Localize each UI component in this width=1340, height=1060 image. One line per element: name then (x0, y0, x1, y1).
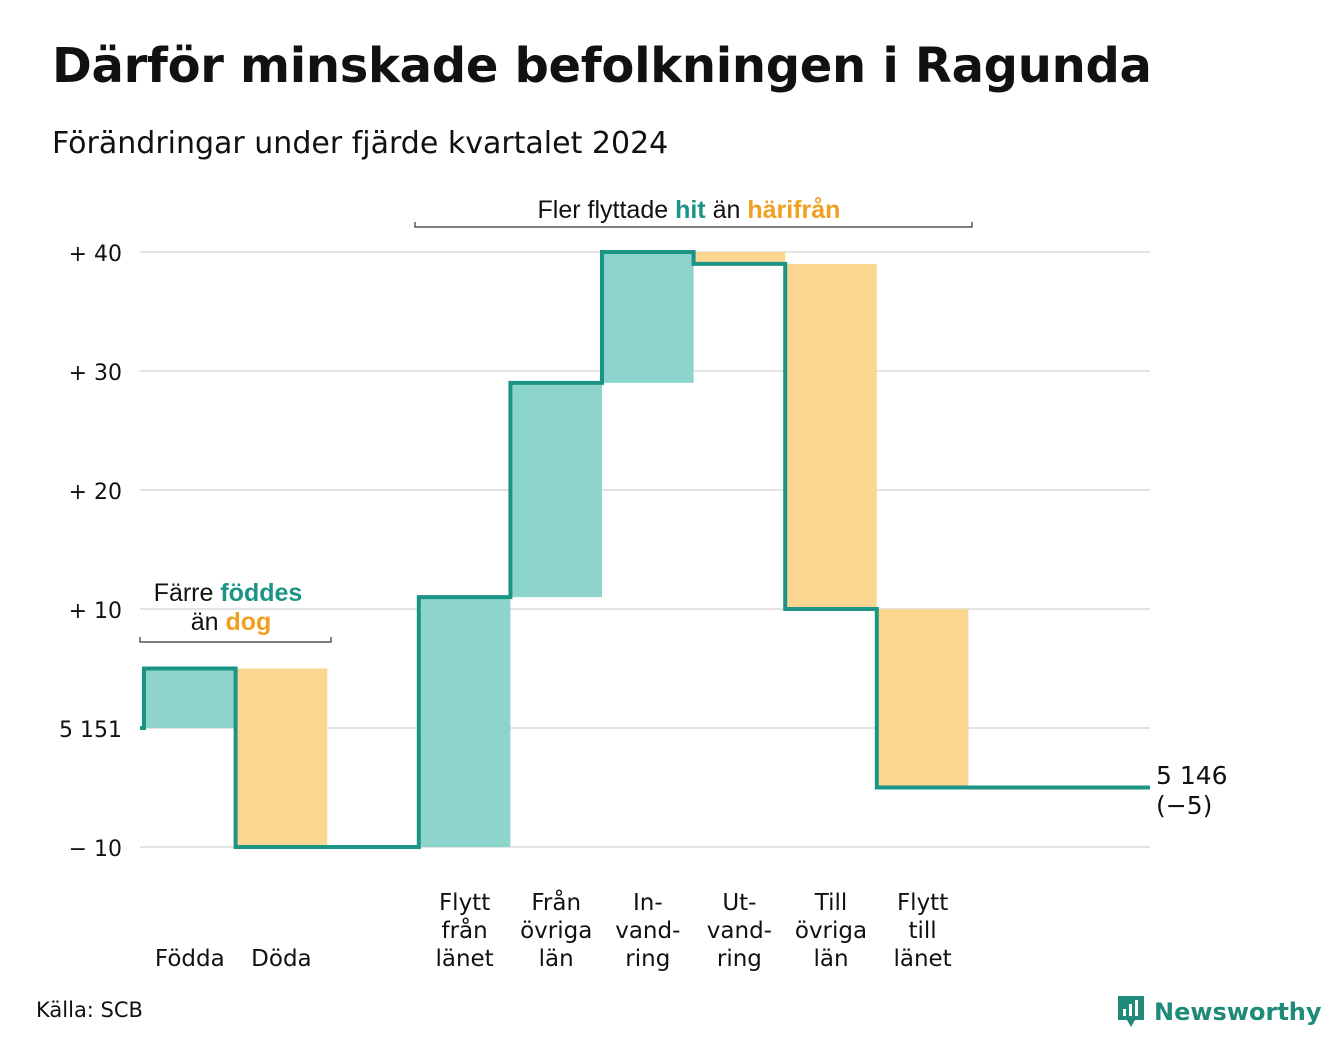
y-tick-label: + 30 (69, 361, 122, 386)
x-category-label: Döda (251, 946, 311, 972)
migration-annotation-bracket (414, 222, 973, 228)
brand-name: Newsworthy (1154, 998, 1322, 1026)
migration-annotation-prefix: Fler flyttade (538, 196, 669, 224)
births-annotation: Färre föddes än dog (139, 579, 332, 643)
decrease-bar (693, 252, 786, 264)
births-annotation-highlight: föddes (220, 579, 302, 607)
increase-bar (602, 252, 694, 383)
migration-annotation-highlight-harifran: härifrån (747, 196, 840, 224)
end-change-label: (−5) (1156, 791, 1212, 820)
x-category-label: Från (531, 888, 581, 916)
x-category-label: från (441, 916, 487, 944)
x-category-label: län (813, 946, 848, 972)
x-category-label: In- (633, 890, 663, 916)
svg-text:Färre föddes: Färre föddes (154, 579, 303, 607)
x-category-label: till (908, 918, 936, 944)
x-axis-category-labels: Födda DödaFlyttfrånlänetFrånövrigalänIn-v… (155, 888, 952, 972)
migration-annotation-middle: än (713, 196, 741, 224)
x-category-label: vand- (615, 918, 680, 944)
x-category-label: länet (435, 946, 493, 972)
y-tick-label: − 10 (69, 837, 122, 862)
chart-subtitle: Förändringar under fjärde kvartalet 2024 (52, 126, 669, 161)
chart-title: Därför minskade befolkningen i Ragunda (52, 38, 1152, 94)
decrease-bar (235, 668, 328, 847)
end-value-label: 5 146 (1156, 761, 1228, 790)
brand-logo: Newsworthy (1116, 994, 1322, 1030)
increase-bar (418, 597, 511, 847)
x-category-label: Flytt (897, 890, 948, 916)
deaths-annotation-prefix: än (191, 608, 219, 636)
x-category-label: Flytt (439, 890, 490, 916)
births-annotation-bracket (139, 637, 332, 643)
x-category-label: län (539, 946, 574, 972)
migration-annotation: Fler flyttade hit än härifrån (414, 196, 973, 228)
deaths-annotation-highlight: dog (225, 608, 271, 636)
x-category-label: Ut- (722, 890, 756, 916)
x-category-label: ring (625, 946, 670, 972)
increase-bar (510, 382, 602, 598)
y-tick-label: 5 151 (59, 718, 122, 743)
y-tick-label: + 10 (69, 599, 122, 624)
migration-annotation-highlight-hit: hit (675, 196, 706, 224)
x-category-label: länet (893, 946, 951, 972)
decrease-bar (785, 263, 877, 609)
x-category-label: Till (814, 890, 848, 916)
svg-text:Fler flyttade hit: Fler flyttade hit än härifrån (538, 196, 841, 224)
decrease-bar (876, 609, 969, 788)
x-category-label: ring (717, 946, 762, 972)
x-category-label: vand- (707, 918, 772, 944)
y-axis-tick-labels: − 10 5 151 + 10 + 20 + 30 + 40 (59, 242, 122, 862)
y-tick-label: + 40 (69, 242, 122, 267)
increase-bar (144, 668, 236, 728)
population-step-line (140, 250, 1150, 849)
change-bars (144, 252, 969, 847)
source-note: Källa: SCB (36, 998, 143, 1022)
svg-text:än dog: än dog (191, 608, 272, 636)
x-category-label: Födda (155, 946, 225, 972)
births-annotation-prefix: Färre (154, 579, 214, 607)
x-category-label: övriga (795, 918, 867, 944)
newsworthy-logo-icon (1118, 996, 1144, 1027)
x-category-label: övriga (520, 918, 592, 944)
y-tick-label: + 20 (69, 480, 122, 505)
